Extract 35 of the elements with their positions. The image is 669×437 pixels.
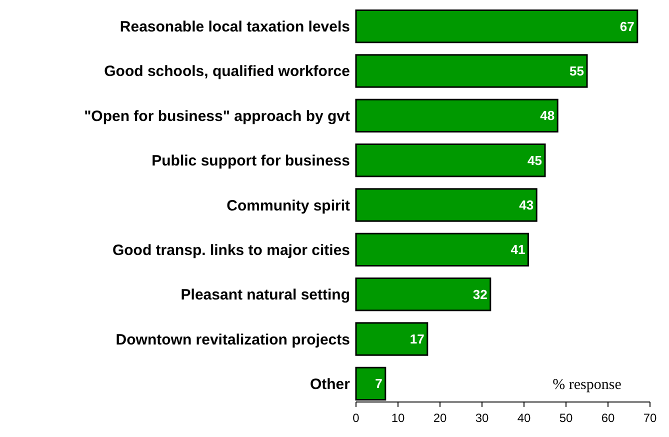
x-tick-label: 20 [433, 411, 447, 425]
x-tick-label: 60 [601, 411, 615, 425]
bar [355, 188, 538, 222]
bar [355, 278, 492, 312]
x-tick-label: 70 [643, 411, 657, 425]
y-tick-label: "Open for business" approach by gvt [84, 108, 350, 125]
x-tick-label: 30 [475, 411, 489, 425]
y-tick-label: Downtown revitalization projects [116, 331, 350, 348]
annotation: % response [552, 377, 622, 393]
x-tick-label: 40 [517, 411, 531, 425]
data-label: 32 [472, 286, 488, 302]
x-tick-label: 0 [352, 411, 360, 425]
data-label: 41 [510, 242, 526, 258]
bar [355, 9, 638, 44]
y-tick-label: Pleasant natural setting [180, 286, 350, 304]
y-tick-label: Good transp. links to major cities [112, 242, 350, 259]
bar [355, 143, 546, 178]
y-tick-label: Reasonable local taxation levels [120, 18, 350, 36]
bar [355, 98, 558, 132]
bar [355, 232, 529, 267]
y-tick-label: Good schools, qualified workforce [104, 63, 350, 80]
bar [355, 322, 428, 356]
data-label: 43 [519, 198, 534, 213]
bar [355, 54, 588, 88]
data-label: 45 [528, 152, 542, 168]
data-label: 67 [620, 18, 634, 34]
data-label: 55 [570, 64, 584, 79]
x-tick-label: 50 [559, 411, 573, 425]
data-label: 17 [410, 332, 424, 347]
y-tick-label: Other [310, 376, 350, 393]
y-tick-label: Community spirit [226, 197, 350, 214]
x-tick-label: 10 [391, 411, 405, 425]
y-tick-label: Public support for business [152, 152, 350, 170]
data-label: 7 [375, 376, 382, 392]
data-label: 48 [540, 108, 555, 124]
